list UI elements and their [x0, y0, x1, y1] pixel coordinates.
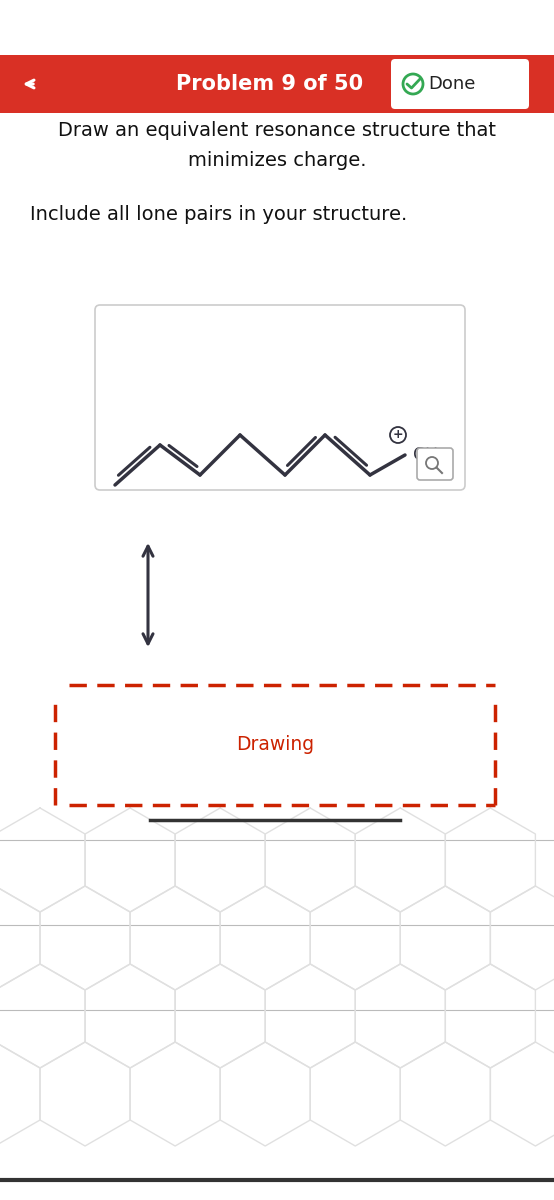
- Text: Draw an equivalent resonance structure that: Draw an equivalent resonance structure t…: [58, 120, 496, 139]
- FancyBboxPatch shape: [417, 448, 453, 480]
- Text: Drawing: Drawing: [236, 736, 314, 755]
- Text: Include all lone pairs in your structure.: Include all lone pairs in your structure…: [30, 205, 407, 224]
- Text: +: +: [393, 428, 403, 442]
- FancyBboxPatch shape: [95, 305, 465, 490]
- FancyBboxPatch shape: [391, 59, 529, 109]
- Text: minimizes charge.: minimizes charge.: [188, 150, 366, 169]
- Text: Problem 9 of 50: Problem 9 of 50: [176, 74, 363, 94]
- Text: Done: Done: [428, 74, 475, 92]
- Text: CH$_2$: CH$_2$: [412, 445, 446, 464]
- Bar: [0, 55, 554, 113]
